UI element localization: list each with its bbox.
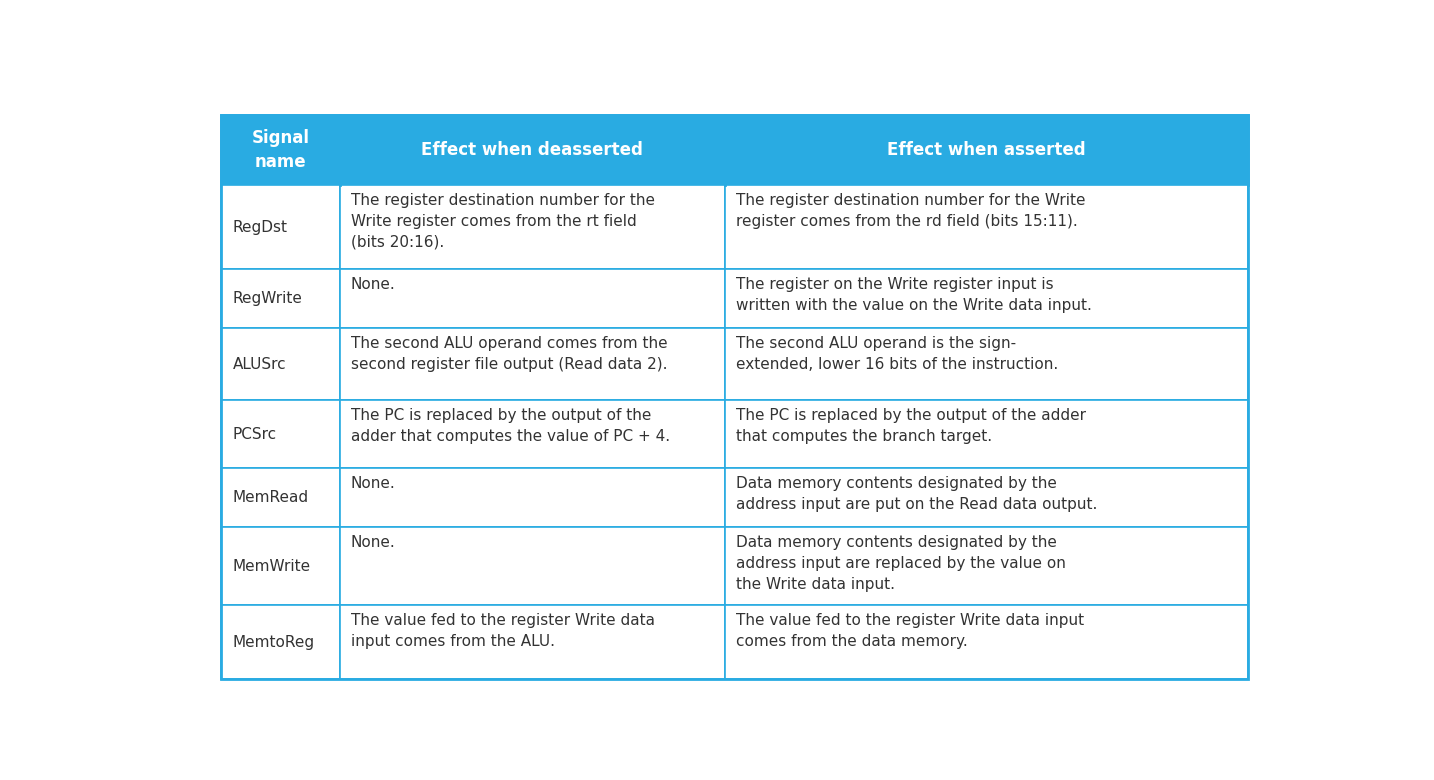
Text: Effect when asserted: Effect when asserted — [888, 141, 1086, 159]
Bar — [724, 527, 1249, 605]
Text: Signal
name: Signal name — [251, 129, 310, 171]
Bar — [221, 605, 340, 679]
Text: The second ALU operand comes from the
second register file output (Read data 2).: The second ALU operand comes from the se… — [351, 336, 667, 372]
Text: MemtoReg: MemtoReg — [232, 635, 314, 650]
Bar — [221, 328, 340, 400]
Bar — [221, 115, 1249, 185]
Bar — [724, 115, 1249, 185]
Bar — [340, 115, 724, 185]
Bar — [724, 400, 1249, 468]
Text: The register destination number for the
Write register comes from the rt field
(: The register destination number for the … — [351, 193, 655, 250]
Text: PCSrc: PCSrc — [232, 427, 277, 441]
Text: MemWrite: MemWrite — [232, 558, 311, 574]
Text: None.: None. — [351, 476, 396, 491]
Bar — [221, 400, 340, 468]
Text: MemRead: MemRead — [232, 491, 308, 505]
Text: The register destination number for the Write
register comes from the rd field (: The register destination number for the … — [736, 193, 1086, 229]
Bar — [221, 527, 340, 605]
Text: The value fed to the register Write data
input comes from the ALU.: The value fed to the register Write data… — [351, 613, 655, 649]
Text: RegWrite: RegWrite — [232, 291, 303, 307]
Text: ALUSrc: ALUSrc — [232, 356, 287, 372]
Bar — [724, 468, 1249, 527]
Text: None.: None. — [351, 535, 396, 550]
Text: The PC is replaced by the output of the adder
that computes the branch target.: The PC is replaced by the output of the … — [736, 408, 1086, 444]
Text: The register on the Write register input is
written with the value on the Write : The register on the Write register input… — [736, 277, 1091, 313]
Text: RegDst: RegDst — [232, 219, 288, 235]
Bar — [340, 527, 724, 605]
Bar — [340, 468, 724, 527]
Text: The PC is replaced by the output of the
adder that computes the value of PC + 4.: The PC is replaced by the output of the … — [351, 408, 670, 444]
Bar — [340, 185, 724, 269]
Bar — [340, 269, 724, 328]
Bar — [724, 185, 1249, 269]
Bar — [221, 115, 340, 185]
Bar — [221, 269, 340, 328]
Text: Data memory contents designated by the
address input are replaced by the value o: Data memory contents designated by the a… — [736, 535, 1065, 592]
Text: Effect when deasserted: Effect when deasserted — [422, 141, 642, 159]
Bar — [724, 269, 1249, 328]
Bar — [221, 468, 340, 527]
Bar — [221, 185, 340, 269]
Text: None.: None. — [351, 277, 396, 292]
Bar — [724, 605, 1249, 679]
Text: Data memory contents designated by the
address input are put on the Read data ou: Data memory contents designated by the a… — [736, 476, 1097, 512]
Bar — [340, 605, 724, 679]
Text: The second ALU operand is the sign-
extended, lower 16 bits of the instruction.: The second ALU operand is the sign- exte… — [736, 336, 1058, 372]
Bar — [340, 328, 724, 400]
Bar — [340, 400, 724, 468]
Text: The value fed to the register Write data input
comes from the data memory.: The value fed to the register Write data… — [736, 613, 1084, 649]
Bar — [724, 328, 1249, 400]
